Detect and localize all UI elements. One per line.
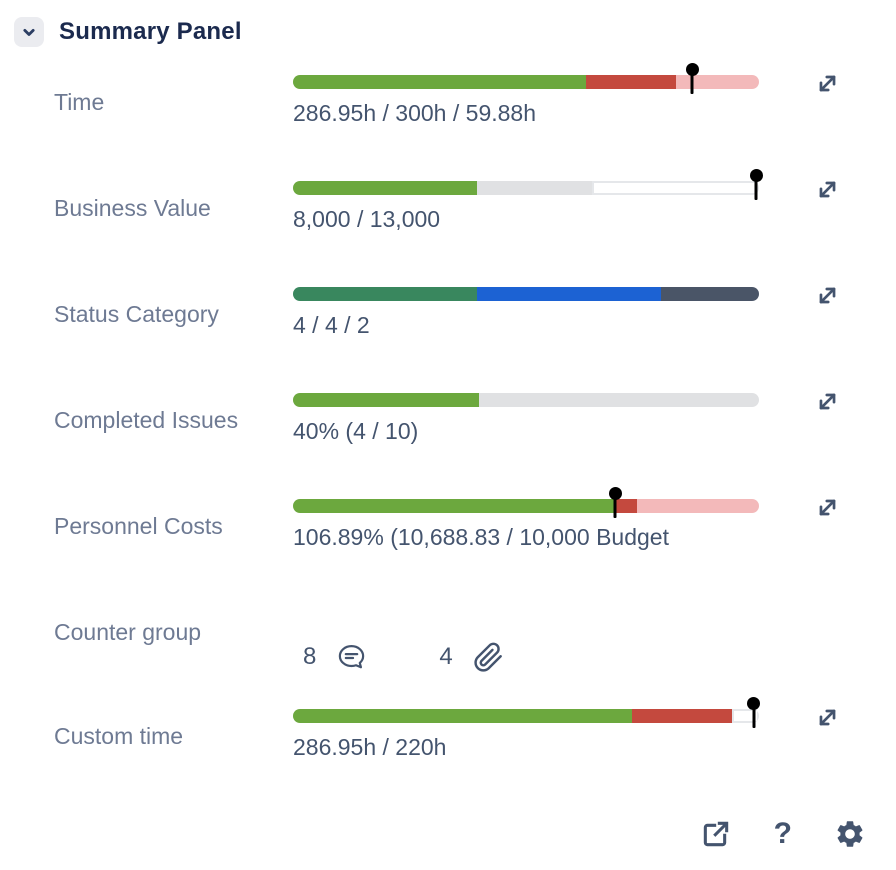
expand-button[interactable] — [814, 703, 841, 731]
progress-bar — [293, 171, 759, 200]
expand-diagonal-icon — [819, 709, 836, 725]
paperclip-icon — [473, 642, 504, 673]
progress-bar — [293, 489, 759, 518]
marker-pin-icon — [690, 65, 694, 94]
expand-button[interactable] — [814, 387, 841, 415]
panel-title: Summary Panel — [59, 18, 242, 45]
row-label: Status Category — [54, 301, 219, 327]
expand-diagonal-icon — [819, 181, 836, 197]
bar-segment — [675, 75, 759, 89]
bar-segment — [293, 287, 478, 301]
row-value: 106.89% (10,688.83 / 10,000 Budget — [293, 524, 669, 550]
marker-pin-icon — [613, 489, 617, 518]
progress-bar-track — [293, 287, 759, 301]
progress-bar-track — [293, 709, 759, 723]
expand-column — [759, 175, 896, 281]
progress-bar — [293, 65, 759, 94]
bar-segment — [632, 709, 733, 723]
gear-icon — [837, 821, 863, 847]
bar-segment — [636, 499, 759, 513]
bar-segment — [477, 287, 662, 301]
bar-segment — [293, 709, 633, 723]
help-button[interactable]: ? — [773, 817, 792, 850]
row-label: Personnel Costs — [54, 513, 223, 539]
bar-segment — [293, 499, 615, 513]
export-button[interactable] — [700, 818, 732, 850]
settings-button[interactable] — [834, 818, 866, 850]
progress-bar-track — [293, 499, 759, 513]
expand-button[interactable] — [814, 281, 841, 309]
panel-header: Summary Panel — [0, 0, 896, 48]
summary-row: Status Category 4 / 4 / 2 — [0, 281, 896, 387]
bar-segment — [585, 75, 676, 89]
row-content: 106.89% (10,688.83 / 10,000 Budget — [293, 489, 759, 599]
expand-button[interactable] — [814, 69, 841, 97]
counter-value: 8 — [303, 643, 317, 670]
counter-item: 8 — [303, 611, 367, 703]
row-content: 4 / 4 / 2 — [293, 281, 759, 387]
footer-toolbar: ? — [700, 812, 896, 856]
marker-pin-icon — [754, 171, 758, 200]
expand-column — [759, 387, 896, 493]
marker-pin-icon — [752, 699, 756, 728]
bar-segment — [479, 393, 759, 407]
row-label: Completed Issues — [54, 407, 239, 433]
summary-row: Personnel Costs 106.89% (10,688.83 / 10,… — [0, 489, 896, 599]
summary-row: Business Value 8,000 / 13,000 — [0, 171, 896, 281]
expand-column — [759, 493, 896, 599]
row-label: Custom time — [54, 723, 184, 749]
expand-button[interactable] — [814, 175, 841, 203]
row-content: 8,000 / 13,000 — [293, 171, 759, 281]
rows-container: Time 286.95h / 300h / 59.88h Business Va… — [0, 65, 896, 809]
bar-segment — [615, 499, 637, 513]
counter-value: 4 — [439, 643, 453, 670]
row-value: 286.95h / 220h — [293, 734, 447, 760]
summary-row: Custom time 286.95h / 220h — [0, 699, 896, 809]
bar-segment — [293, 181, 477, 195]
progress-bar — [293, 393, 759, 407]
collapse-toggle-button[interactable] — [14, 17, 44, 47]
progress-bar-track — [293, 393, 759, 407]
row-content: 286.95h / 300h / 59.88h — [293, 65, 759, 175]
bar-segment — [293, 75, 586, 89]
bar-segment — [592, 181, 759, 195]
bar-segment — [293, 393, 480, 407]
expand-column — [759, 281, 896, 387]
row-value: 4 / 4 / 2 — [293, 312, 370, 338]
progress-bar-track — [293, 75, 759, 89]
expand-column — [759, 703, 896, 809]
bar-segment — [476, 181, 593, 195]
progress-bar — [293, 699, 759, 728]
row-label: Time — [54, 89, 105, 115]
expand-column — [759, 69, 896, 175]
progress-bar-track — [293, 181, 759, 195]
row-label: Counter group — [54, 619, 202, 645]
row-label: Business Value — [54, 195, 211, 221]
row-content: 40% (4 / 10) — [293, 387, 759, 493]
row-value: 286.95h / 300h / 59.88h — [293, 100, 536, 126]
row-value: 40% (4 / 10) — [293, 418, 419, 444]
expand-diagonal-icon — [819, 75, 836, 91]
row-value: 8,000 / 13,000 — [293, 206, 441, 232]
export-icon — [703, 821, 728, 847]
summary-row: Time 286.95h / 300h / 59.88h — [0, 65, 896, 175]
expand-diagonal-icon — [819, 499, 836, 515]
progress-bar — [293, 287, 759, 301]
expand-diagonal-icon — [819, 393, 836, 409]
expand-button[interactable] — [814, 493, 841, 521]
chevron-down-icon — [23, 28, 35, 36]
row-content: 286.95h / 220h — [293, 699, 759, 809]
summary-row: Completed Issues 40% (4 / 10) — [0, 387, 896, 493]
counter-item: 4 — [439, 611, 503, 703]
bar-segment — [661, 287, 759, 301]
expand-diagonal-icon — [819, 287, 836, 303]
comment-icon — [336, 642, 367, 673]
